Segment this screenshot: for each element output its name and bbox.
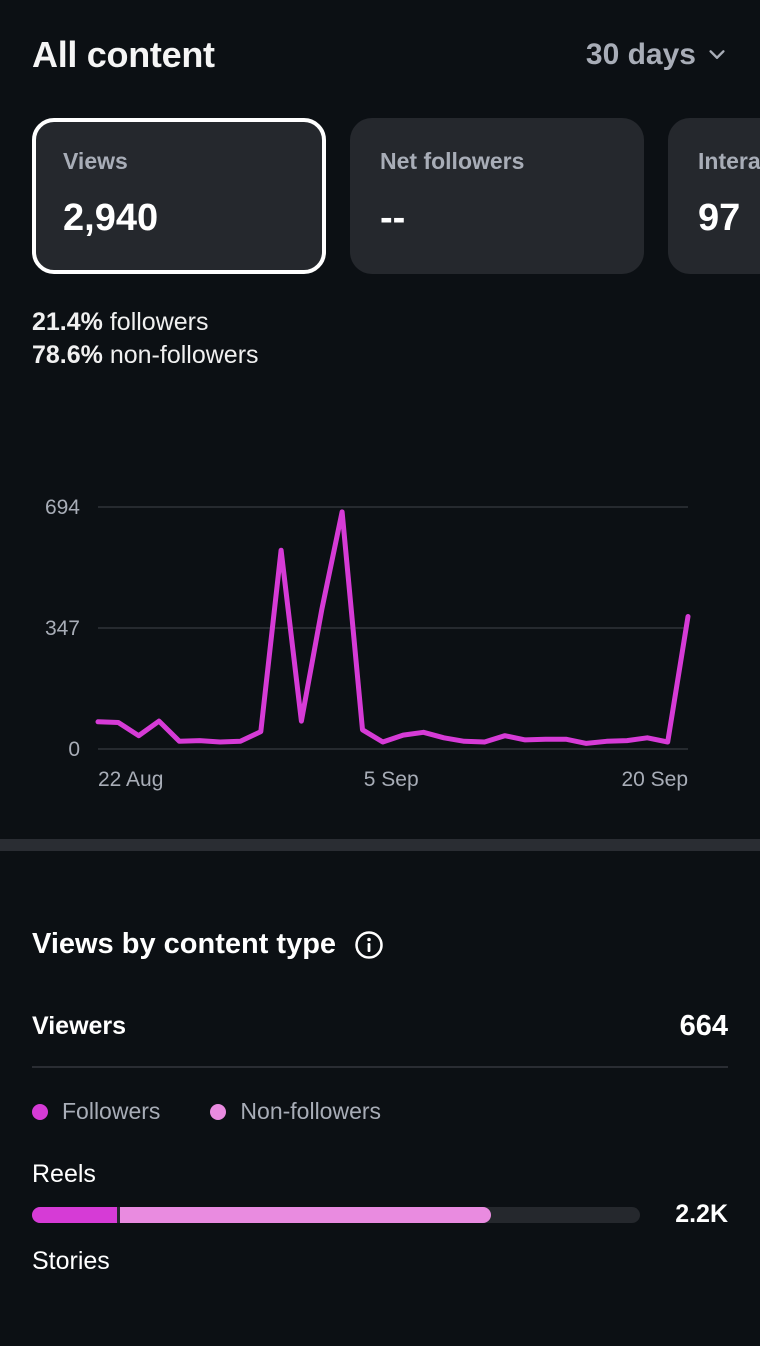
legend-label: Followers xyxy=(62,1098,161,1124)
header: All content 30 days xyxy=(32,30,728,80)
y-tick-label: 694 xyxy=(45,496,80,519)
section-divider xyxy=(0,839,760,851)
reels-bar-non-followers xyxy=(120,1207,491,1223)
metric-value: 97 xyxy=(698,197,741,239)
metric-card-net-followers[interactable]: Net followers -- xyxy=(350,118,644,274)
page-title: All content xyxy=(32,34,215,75)
metric-cards: Views 2,940 Net followers -- Interaction… xyxy=(32,118,760,274)
viewers-row: Viewers 664 xyxy=(32,1006,728,1046)
viewers-label: Viewers xyxy=(32,1011,127,1040)
legend-dot xyxy=(32,1103,48,1120)
date-range-dropdown[interactable]: 30 days xyxy=(586,38,728,72)
date-range-label: 30 days xyxy=(585,38,696,71)
reels-bar-followers xyxy=(32,1207,117,1223)
audience-split: 21.4% followers 78.6% non-followers xyxy=(32,306,259,372)
info-icon[interactable] xyxy=(354,930,384,960)
legend-item-followers: Followers xyxy=(32,1098,160,1125)
viewers-value: 664 xyxy=(679,1009,728,1042)
x-tick-label: 5 Sep xyxy=(364,768,419,791)
metric-label: Interactions xyxy=(698,148,760,174)
y-tick-label: 0 xyxy=(68,738,80,761)
views-line-chart: 694 347 0 22 Aug 5 Sep 20 Sep xyxy=(45,496,691,791)
metric-label: Net followers xyxy=(380,148,525,174)
content-type-label-reels: Reels xyxy=(32,1160,96,1188)
legend-dot xyxy=(210,1103,227,1120)
reels-value: 2.2K xyxy=(675,1200,728,1228)
chart-legend: Followers Non-followers xyxy=(32,1098,381,1125)
row-divider xyxy=(32,1066,728,1068)
chevron-down-icon xyxy=(709,50,725,59)
section-title-text: Views by content type xyxy=(32,928,337,960)
followers-share: 21.4% followers xyxy=(32,308,209,336)
legend-item-non-followers: Non-followers xyxy=(210,1098,381,1125)
metric-value: 2,940 xyxy=(63,197,159,239)
x-tick-label: 20 Sep xyxy=(621,768,688,791)
legend-label: Non-followers xyxy=(240,1098,382,1124)
views-series-line xyxy=(95,509,691,746)
metric-card-interactions[interactable]: Interactions 97 xyxy=(668,118,760,274)
reels-bar[interactable] xyxy=(32,1207,640,1223)
metric-label: Views xyxy=(63,148,128,174)
x-tick-label: 22 Aug xyxy=(98,768,163,791)
non-followers-share: 78.6% non-followers xyxy=(32,341,259,369)
section-title: Views by content type xyxy=(32,928,384,961)
metric-value: -- xyxy=(380,197,406,239)
metric-card-views[interactable]: Views 2,940 xyxy=(32,118,326,274)
content-type-label-stories: Stories xyxy=(32,1247,110,1275)
y-tick-label: 347 xyxy=(45,617,80,640)
